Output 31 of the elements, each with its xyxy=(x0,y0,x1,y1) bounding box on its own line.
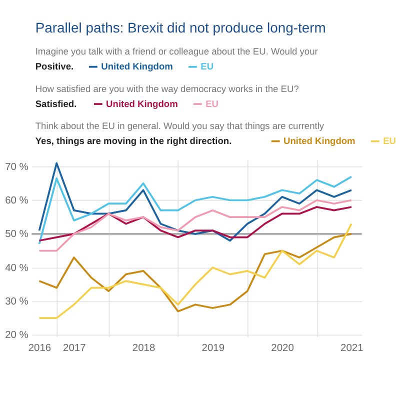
x-tick-label: 2018 xyxy=(132,343,156,354)
y-tick-label: 70 % xyxy=(5,162,28,173)
line-series xyxy=(38,162,352,242)
legend-label: EU xyxy=(200,62,214,72)
line-series xyxy=(38,206,352,242)
legend-label: United Kingdom xyxy=(106,98,178,109)
legend-label: EU xyxy=(206,98,219,109)
line-series xyxy=(38,222,352,320)
y-tick-label: 30 % xyxy=(5,296,28,308)
y-tick-label: 60 % xyxy=(5,196,28,207)
legend-label: United Kingdom xyxy=(101,62,173,72)
text: How satisfied are you with the way democracy works in the EU? xyxy=(35,84,299,94)
text: Think about the EU in general. Would you say that things are currently xyxy=(35,121,324,132)
line-series xyxy=(38,232,352,312)
x-tick-label: 2019 xyxy=(202,343,225,354)
line-series xyxy=(38,199,352,252)
x-tick-label: 2020 xyxy=(271,343,294,354)
y-tick-label: 50 % xyxy=(5,229,28,240)
chart-title: Parallel paths: Brexit did not produce long-term xyxy=(35,19,326,36)
text: Positive. xyxy=(35,62,74,72)
x-tick-label: 2021 xyxy=(340,343,364,354)
x-tick-label: 2017 xyxy=(63,343,86,354)
y-tick-label: 40 % xyxy=(5,262,28,274)
line-series xyxy=(38,176,352,245)
x-tick-label: 2016 xyxy=(28,343,52,354)
text: Satisfied. xyxy=(35,98,77,109)
legend-label: EU xyxy=(383,136,396,146)
y-tick-label: 20 % xyxy=(5,330,28,342)
text: Imagine you talk with a friend or colleague about the EU. Would your xyxy=(35,46,318,57)
legend-label: United Kingdom xyxy=(284,136,356,146)
text: Yes, things are moving in the right direction. xyxy=(35,136,232,146)
